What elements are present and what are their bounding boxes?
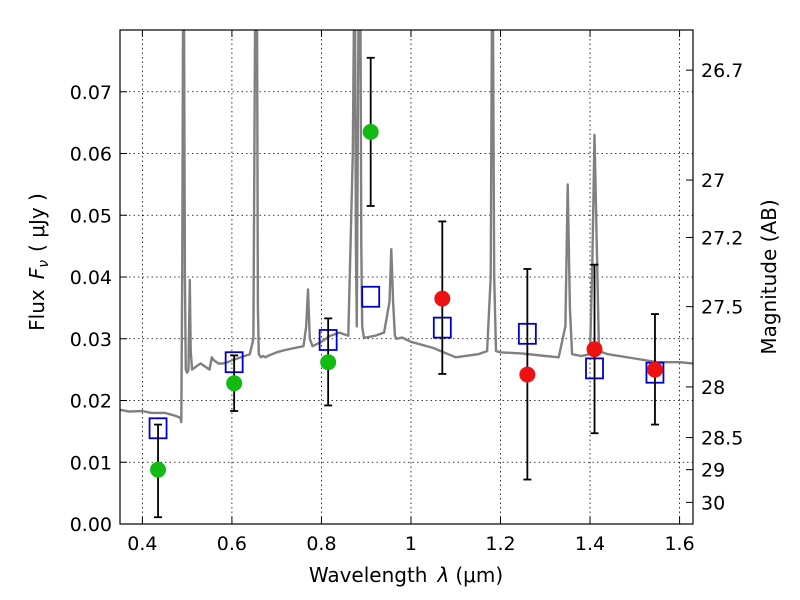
y2-tick-label: 27.5 xyxy=(701,297,743,319)
observed-point xyxy=(586,341,603,358)
grid-layer xyxy=(120,30,693,525)
data-layer xyxy=(120,30,693,519)
x-tick-label: 0.6 xyxy=(217,533,247,555)
y-tick-label: 0.01 xyxy=(70,452,112,474)
x-tick-label: 0.8 xyxy=(306,533,336,555)
y2-tick-label: 28 xyxy=(701,377,725,399)
observed-point xyxy=(434,290,451,307)
tick-layer: 0.4 0.6 0.8 1 1.2 1.4 1.6 0.00 0.01 0.02 0.03 0.04 0… xyxy=(70,30,743,555)
y2-tick-label: 27 xyxy=(701,170,725,192)
x-axis-title: Wavelength λ (μm) xyxy=(309,563,503,587)
observed-point xyxy=(320,354,337,371)
y-tick-label: 0.04 xyxy=(70,267,112,289)
y2-tick-label: 30 xyxy=(701,492,725,514)
y2-tick-label: 29 xyxy=(701,460,725,482)
model-spectrum-line xyxy=(120,30,693,424)
x-tick-label: 1.6 xyxy=(664,533,694,555)
y2-tick-label: 26.7 xyxy=(701,60,743,82)
y-tick-label: 0.03 xyxy=(70,329,112,351)
x-tick-label: 1.2 xyxy=(485,533,515,555)
x-tick-label: 0.4 xyxy=(127,533,157,555)
observed-point xyxy=(226,375,243,392)
y-tick-label: 0.06 xyxy=(70,144,112,166)
observed-point xyxy=(150,461,167,478)
y-tick-label: 0.05 xyxy=(70,205,112,227)
observed-point xyxy=(646,361,663,378)
y2-tick-label: 28.5 xyxy=(701,428,743,450)
observed-point xyxy=(362,123,379,140)
y-tick-label: 0.07 xyxy=(70,82,112,104)
model-photometry-square xyxy=(361,285,381,308)
observed-point xyxy=(519,366,536,383)
y-tick-label: 0.02 xyxy=(70,391,112,413)
y2-tick-label: 27.2 xyxy=(701,227,743,249)
y2-axis-title: Magnitude (AB) xyxy=(757,199,781,354)
x-tick-label: 1.4 xyxy=(575,533,605,555)
y-axis-title: FluxFν( μJy ) xyxy=(25,193,52,331)
y-tick-label: 0.00 xyxy=(70,514,112,536)
x-tick-label: 1 xyxy=(405,533,417,555)
